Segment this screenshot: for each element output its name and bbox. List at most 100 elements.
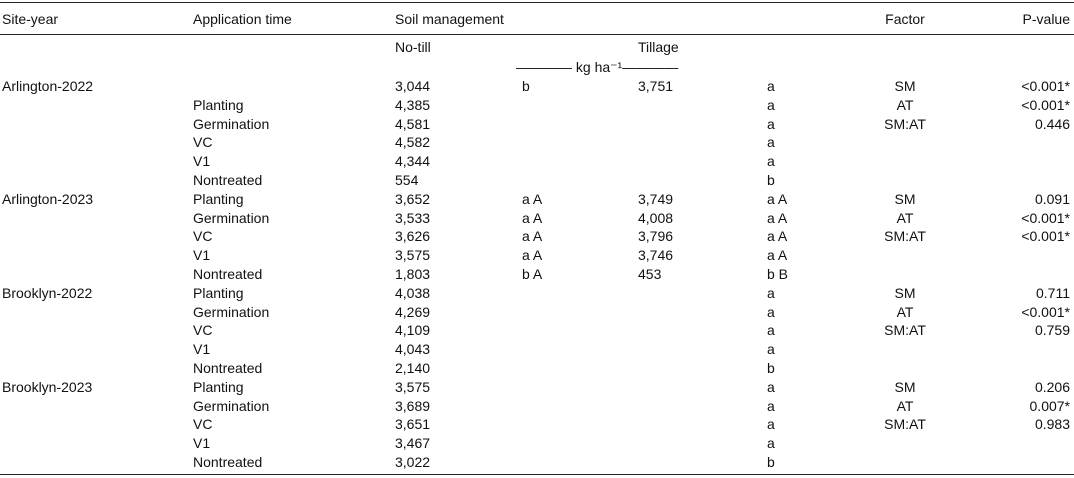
header-application-time: Application time bbox=[193, 11, 292, 27]
cell-tillage-letters: b B bbox=[767, 266, 789, 282]
cell-tillage-letters: b bbox=[767, 360, 775, 376]
cell-no-till-value: 3,689 bbox=[395, 397, 431, 414]
cell-factor: SM:AT bbox=[884, 228, 926, 245]
cell-no-till-value: 4,344 bbox=[395, 153, 431, 170]
cell-no-till-value: 1,803 bbox=[395, 266, 431, 282]
header-soil-management: Soil management bbox=[395, 11, 504, 27]
cell-tillage-letters: a bbox=[767, 416, 775, 433]
cell-p-value: <0.001* bbox=[1021, 209, 1070, 226]
cell-tillage-letters: a A bbox=[767, 228, 788, 245]
cell-no-till-value: 3,651 bbox=[395, 416, 431, 433]
cell-no-till-value: 3,044 bbox=[395, 78, 431, 94]
cell-no-till-value: 4,582 bbox=[395, 134, 431, 151]
cell-tillage-letters: a bbox=[767, 115, 775, 132]
cell-tillage-letters: a bbox=[767, 153, 775, 170]
cell-site-year: Brooklyn-2022 bbox=[2, 284, 93, 301]
cell-p-value: 0.007* bbox=[1029, 397, 1070, 414]
cell-tillage-value: 3,749 bbox=[638, 190, 674, 207]
cell-factor: SM bbox=[894, 378, 916, 395]
header-rule bbox=[0, 34, 1074, 35]
subheader-no-till: No-till bbox=[395, 39, 431, 55]
cell-no-till-value: 4,109 bbox=[395, 322, 431, 339]
cell-p-value: <0.001* bbox=[1021, 303, 1070, 320]
cell-no-till-value: 554 bbox=[395, 172, 419, 188]
cell-factor: SM:AT bbox=[884, 416, 926, 433]
cell-tillage-letters: a bbox=[767, 435, 775, 452]
cell-application-time: V1 bbox=[193, 341, 211, 358]
cell-no-till-value: 3,652 bbox=[395, 190, 431, 207]
subheader-tillage: Tillage bbox=[638, 39, 679, 55]
cell-application-time: Nontreated bbox=[193, 454, 263, 470]
cell-factor: SM bbox=[894, 78, 916, 94]
cell-site-year: Arlington-2022 bbox=[2, 78, 94, 94]
cell-application-time: Germination bbox=[193, 397, 270, 414]
cell-application-time: Planting bbox=[193, 96, 244, 113]
cell-application-time: V1 bbox=[193, 153, 211, 170]
cell-application-time: VC bbox=[193, 228, 213, 245]
cell-application-time: Nontreated bbox=[193, 172, 263, 188]
header-site-year: Site-year bbox=[2, 11, 59, 27]
cell-application-time: Planting bbox=[193, 284, 244, 301]
cell-tillage-letters: a bbox=[767, 78, 775, 94]
cell-no-till-letters: a A bbox=[522, 247, 543, 264]
cell-tillage-letters: a bbox=[767, 284, 775, 301]
cell-no-till-value: 3,575 bbox=[395, 247, 431, 264]
cell-factor: AT bbox=[896, 397, 914, 414]
cell-factor: AT bbox=[896, 209, 914, 226]
cell-application-time: Planting bbox=[193, 378, 244, 395]
cell-tillage-letters: a A bbox=[767, 247, 788, 264]
cell-factor: SM:AT bbox=[884, 115, 926, 132]
cell-no-till-letters: b bbox=[522, 78, 530, 94]
cell-tillage-letters: a A bbox=[767, 190, 788, 207]
cell-tillage-value: 3,746 bbox=[638, 247, 674, 264]
cell-factor: SM:AT bbox=[884, 322, 926, 339]
subheader-units: ———— kg ha⁻¹———— bbox=[516, 59, 679, 75]
cell-tillage-letters: a bbox=[767, 378, 775, 395]
cell-no-till-value: 3,467 bbox=[395, 435, 431, 452]
cell-application-time: Germination bbox=[193, 115, 270, 132]
cell-no-till-letters: a A bbox=[522, 228, 543, 245]
cell-no-till-value: 4,269 bbox=[395, 303, 431, 320]
cell-no-till-letters: a A bbox=[522, 190, 543, 207]
cell-tillage-value: 3,751 bbox=[638, 78, 674, 94]
cell-p-value: 0.711 bbox=[1036, 284, 1070, 301]
cell-tillage-letters: a bbox=[767, 341, 775, 358]
cell-no-till-value: 4,038 bbox=[395, 284, 431, 301]
cell-application-time: V1 bbox=[193, 247, 211, 264]
cell-p-value: 0.759 bbox=[1034, 322, 1070, 339]
cell-tillage-value: 453 bbox=[638, 266, 662, 282]
cell-tillage-value: 3,796 bbox=[638, 228, 674, 245]
cell-site-year: Arlington-2023 bbox=[2, 190, 94, 207]
cell-p-value: 0.091 bbox=[1034, 190, 1070, 207]
cell-application-time: Germination bbox=[193, 303, 270, 320]
cell-p-value: <0.001* bbox=[1021, 78, 1070, 94]
header-factor: Factor bbox=[885, 11, 925, 27]
cell-p-value: <0.001* bbox=[1021, 228, 1070, 245]
cell-tillage-letters: b bbox=[767, 172, 775, 188]
cell-no-till-value: 3,533 bbox=[395, 209, 431, 226]
cell-tillage-letters: a bbox=[767, 322, 775, 339]
cell-application-time: VC bbox=[193, 416, 213, 433]
cell-no-till-value: 2,140 bbox=[395, 360, 431, 376]
cell-p-value: 0.983 bbox=[1034, 416, 1070, 433]
cell-factor: AT bbox=[896, 303, 914, 320]
cell-p-value: 0.206 bbox=[1034, 378, 1070, 395]
cell-no-till-value: 4,385 bbox=[395, 96, 431, 113]
cell-application-time: Nontreated bbox=[193, 266, 263, 282]
cell-p-value: 0.446 bbox=[1034, 115, 1070, 132]
cell-application-time: V1 bbox=[193, 435, 211, 452]
cell-application-time: VC bbox=[193, 322, 213, 339]
cell-factor: SM bbox=[894, 190, 916, 207]
top-rule bbox=[0, 2, 1074, 3]
cell-tillage-letters: a bbox=[767, 303, 775, 320]
cell-tillage-letters: a bbox=[767, 134, 775, 151]
cell-p-value: <0.001* bbox=[1021, 96, 1070, 113]
cell-no-till-letters: a A bbox=[522, 209, 543, 226]
bottom-rule bbox=[0, 474, 1074, 475]
cell-tillage-letters: a bbox=[767, 96, 775, 113]
cell-tillage-letters: a A bbox=[767, 209, 788, 226]
cell-tillage-value: 4,008 bbox=[638, 209, 674, 226]
cell-no-till-value: 3,626 bbox=[395, 228, 431, 245]
cell-application-time: Planting bbox=[193, 190, 244, 207]
